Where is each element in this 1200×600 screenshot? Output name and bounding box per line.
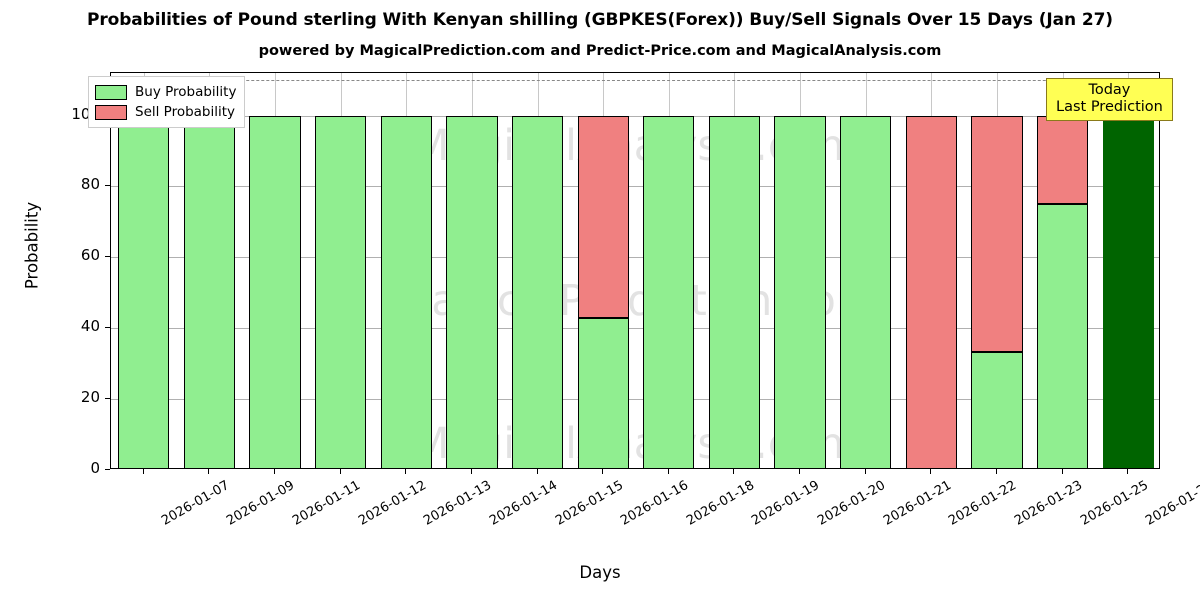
bar-segment-sell (971, 115, 1023, 352)
x-tick-label: 2026-01-13 (421, 478, 495, 529)
x-tick-label: 2026-01-09 (224, 478, 298, 529)
bar-segment-buy (380, 115, 432, 468)
x-tick-mark (930, 469, 932, 474)
bar-segment-buy (971, 351, 1023, 468)
horizontal-gridline (111, 399, 1159, 401)
bar-2026-01-13[interactable] (380, 73, 432, 468)
bar-2026-01-12[interactable] (315, 73, 367, 468)
horizontal-gridline (111, 257, 1159, 259)
bar-segment-buy (840, 115, 892, 468)
bar-segment-buy (183, 115, 236, 468)
bar-segment-sell (577, 115, 629, 318)
x-tick-label: 2026-01-12 (355, 478, 429, 529)
bar-segment-buy (1036, 204, 1089, 468)
x-tick-mark (536, 469, 538, 474)
x-tick-label: 2026-01-11 (290, 478, 364, 529)
bar-2026-01-22[interactable] (905, 73, 957, 468)
bar-2026-01-21[interactable] (840, 73, 892, 468)
x-tick-label: 2026-01-19 (749, 478, 823, 529)
x-tick-mark (274, 469, 276, 474)
bar-segment-sell (1036, 115, 1089, 205)
today-line-1: Today (1088, 82, 1131, 98)
today-line-2: Last Prediction (1056, 99, 1163, 116)
legend-label-buy: Buy Probability (135, 84, 237, 100)
horizontal-gridline (111, 328, 1159, 330)
x-tick-mark (405, 469, 407, 474)
x-tick-label: 2026-01-22 (946, 478, 1020, 529)
legend-swatch-sell (95, 104, 127, 120)
x-tick-mark (1127, 469, 1129, 474)
x-tick-label: 2026-01-14 (487, 478, 560, 529)
bar-2026-01-25[interactable] (1036, 73, 1089, 468)
x-tick-label: 2026-01-21 (880, 478, 954, 529)
y-tick-label: 0 (90, 459, 100, 477)
bar-segment-buy (446, 115, 498, 468)
bar-segment-buy (774, 115, 826, 468)
x-tick-mark (470, 469, 472, 474)
y-tick-label: 20 (80, 388, 100, 407)
bar-segment-sell (905, 115, 957, 468)
bar-segment-buy (643, 115, 695, 468)
bar-segment-buy (708, 115, 761, 468)
x-tick-mark (208, 469, 210, 474)
x-tick-label: 2026-01-25 (1077, 478, 1151, 529)
legend-swatch-buy (95, 84, 127, 100)
y-tick-mark (105, 327, 110, 329)
y-tick-label: 60 (80, 246, 100, 265)
x-tick-label: 2026-01-20 (815, 478, 889, 529)
legend-label-sell: Sell Probability (135, 104, 236, 120)
chart-title: Probabilities of Pound sterling With Ken… (87, 10, 1113, 30)
x-tick-mark (339, 469, 341, 474)
chart-legend: Buy Probability Sell Probability (88, 76, 246, 128)
x-tick-mark (667, 469, 669, 474)
bar-segment-buy (511, 115, 564, 468)
bar-segment-buy (249, 115, 301, 468)
bar-2026-01-11[interactable] (249, 73, 301, 468)
bar-segment-buy (577, 317, 629, 468)
y-tick-mark (105, 398, 110, 400)
bar-2026-01-14[interactable] (446, 73, 498, 468)
y-tick-label: 40 (80, 317, 100, 336)
x-tick-label: 2026-01-16 (618, 478, 692, 529)
reference-dashed-line (111, 80, 1159, 82)
bar-2026-01-15[interactable] (511, 73, 564, 468)
bar-2026-01-23[interactable] (971, 73, 1023, 468)
today-annotation: Today Last Prediction (1046, 78, 1173, 122)
bar-2026-01-07[interactable] (118, 73, 170, 468)
bar-segment-today (1102, 115, 1154, 468)
chart-subtitle: powered by MagicalPrediction.com and Pre… (258, 43, 942, 59)
x-tick-mark (799, 469, 801, 474)
plot-area: MagicalAnalysis.com MagicalPrediction.com… (110, 72, 1160, 469)
horizontal-gridline (111, 186, 1159, 188)
horizontal-gridline (111, 115, 1159, 117)
x-axis-label: Days (579, 563, 621, 582)
bar-2026-01-09[interactable] (183, 73, 236, 468)
x-tick-label: 2026-01-23 (1012, 478, 1085, 529)
x-tick-mark (142, 469, 144, 474)
x-tick-mark (733, 469, 735, 474)
legend-item-sell: Sell Probability (95, 102, 236, 122)
bar-2026-01-26[interactable] (1102, 73, 1154, 468)
x-tick-mark (1061, 469, 1063, 474)
x-tick-label: 2026-01-26 (1143, 478, 1200, 529)
bar-2026-01-20[interactable] (774, 73, 826, 468)
bar-2026-01-18[interactable] (643, 73, 695, 468)
bar-segment-buy (118, 115, 170, 468)
y-tick-mark (105, 185, 110, 187)
x-tick-label: 2026-01-07 (158, 478, 232, 529)
y-tick-mark (105, 469, 110, 470)
x-tick-mark (995, 469, 997, 474)
legend-item-buy: Buy Probability (95, 82, 236, 102)
bar-segment-buy (315, 115, 367, 468)
x-tick-label: 2026-01-15 (552, 478, 626, 529)
y-axis-label: Probability (22, 201, 42, 290)
x-tick-mark (602, 469, 604, 474)
y-tick-mark (105, 256, 110, 258)
y-tick-label: 80 (80, 175, 100, 194)
x-tick-label: 2026-01-18 (683, 478, 757, 529)
bar-2026-01-19[interactable] (708, 73, 761, 468)
x-tick-mark (864, 469, 866, 474)
bar-2026-01-16[interactable] (577, 73, 629, 468)
